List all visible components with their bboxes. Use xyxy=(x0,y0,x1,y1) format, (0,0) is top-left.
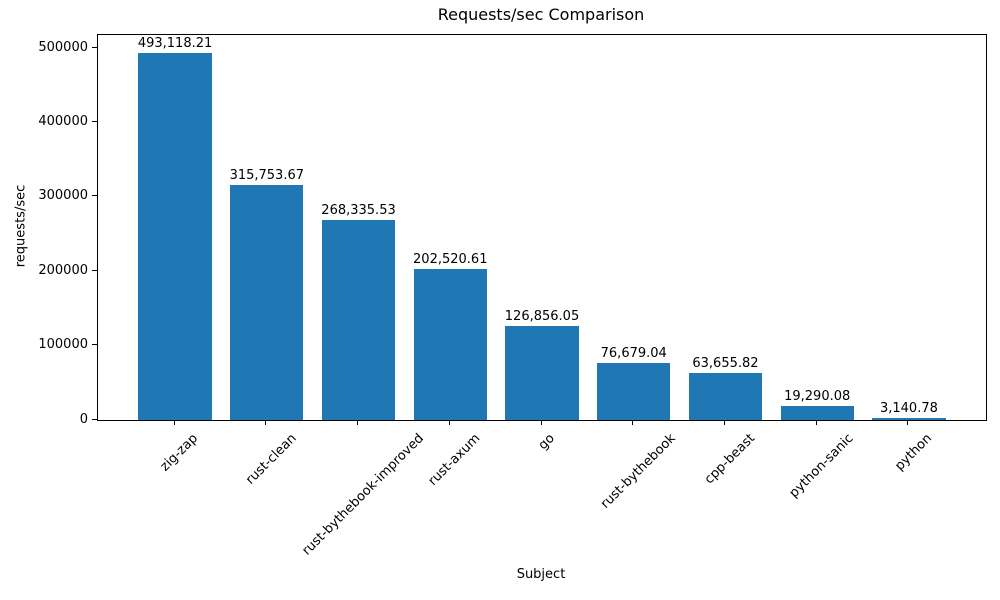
y-tick-mark xyxy=(92,269,97,271)
bar-value-label: 3,140.78 xyxy=(879,400,938,416)
x-tick-mark xyxy=(723,420,725,425)
bar-python-sanic xyxy=(780,405,854,420)
bar-zig-zap xyxy=(138,53,212,420)
bar-value-label: 126,856.05 xyxy=(504,308,580,324)
x-tick-label-rust-axum: rust-axum xyxy=(425,431,484,489)
x-tick-mark xyxy=(357,420,359,425)
bar-value-label: 76,679.04 xyxy=(600,345,667,361)
bar-rust-clean xyxy=(230,185,304,420)
y-tick-mark xyxy=(92,344,97,346)
x-tick-mark xyxy=(907,420,909,425)
y-tick-mark xyxy=(92,121,97,123)
x-tick-mark xyxy=(448,420,450,425)
y-tick-label: 500000 xyxy=(38,39,88,55)
plot-area: 493,118.21 315,753.67 268,335.53 202,520.61… xyxy=(97,34,987,421)
x-tick-label-zig-zap: zig-zap xyxy=(157,431,202,475)
bar-value-label: 63,655.82 xyxy=(692,355,759,371)
x-tick-label-rust-bythebook: rust-bythebook xyxy=(597,431,679,512)
bar-python xyxy=(872,417,946,420)
x-tick-mark xyxy=(632,420,634,425)
bar-cpp-beast xyxy=(688,372,763,420)
bar-value-label: 268,335.53 xyxy=(321,203,396,219)
y-tick-label: 0 xyxy=(79,411,88,427)
bar-value-label: 202,520.61 xyxy=(413,252,488,268)
x-tick-label-python-sanic: python-sanic xyxy=(786,431,857,501)
x-tick-label-rust-clean: rust-clean xyxy=(242,431,300,488)
y-tick-mark xyxy=(92,418,97,420)
bar-value-label: 315,753.67 xyxy=(229,168,304,184)
x-tick-label-cpp-beast: cpp-beast xyxy=(701,431,759,488)
x-tick-mark xyxy=(815,420,817,425)
bar-go xyxy=(505,325,579,420)
bar-value-label: 493,118.21 xyxy=(137,36,213,52)
x-tick-mark xyxy=(540,420,542,425)
x-tick-label-rust-bythebook-improved: rust-bythebook-improved xyxy=(299,431,427,559)
bar-value-label: 19,290.08 xyxy=(784,388,851,404)
x-tick-label-go: go xyxy=(535,431,558,454)
bar-rust-bythebook-improved xyxy=(321,220,396,420)
y-tick-label: 100000 xyxy=(38,337,88,353)
y-tick-label: 200000 xyxy=(38,262,88,278)
x-axis-label: Subject xyxy=(516,567,566,582)
y-tick-label: 400000 xyxy=(38,114,88,130)
y-tick-mark xyxy=(92,195,97,197)
chart-title: Requests/sec Comparison xyxy=(437,5,645,24)
bar-rust-bythebook xyxy=(597,362,671,420)
x-tick-label-python: python xyxy=(892,431,935,474)
x-tick-mark xyxy=(173,420,175,425)
x-tick-mark xyxy=(265,420,267,425)
bar-rust-axum xyxy=(413,269,487,420)
y-tick-mark xyxy=(92,46,97,48)
y-tick-label: 300000 xyxy=(38,188,88,204)
